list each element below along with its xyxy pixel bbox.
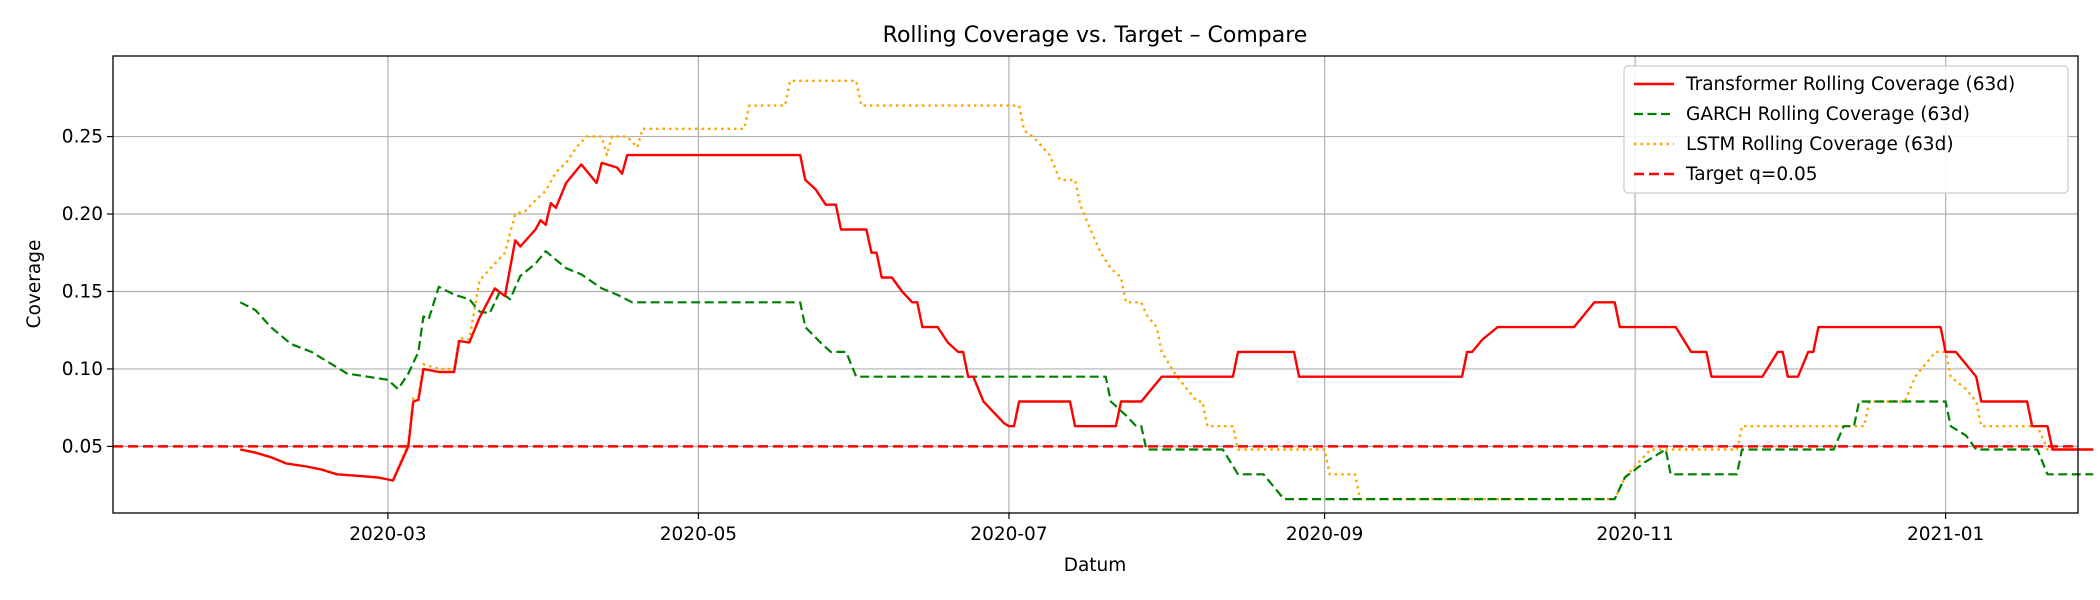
y-tick-label: 0.20 — [62, 204, 103, 225]
x-tick-label: 2020-03 — [349, 524, 426, 545]
series-layer — [113, 79, 2094, 501]
legend-label: Transformer Rolling Coverage (63d) — [1685, 74, 2015, 95]
series-line-1 — [239, 250, 2094, 501]
y-tick-label: 0.15 — [62, 281, 103, 302]
plot-frame — [112, 55, 2079, 514]
series-line-0 — [240, 153, 2094, 482]
legend-label: Target q=0.05 — [1685, 164, 1818, 185]
y-tick-label: 0.05 — [62, 436, 103, 457]
x-tick-label: 2020-07 — [970, 524, 1047, 545]
x-tick-label: 2020-09 — [1286, 524, 1363, 545]
x-tick-label: 2020-11 — [1596, 524, 1673, 545]
legend-label: LSTM Rolling Coverage (63d) — [1686, 134, 1954, 155]
y-tick-label: 0.25 — [62, 127, 103, 148]
series-line-2 — [240, 79, 2094, 501]
y-axis-label: Coverage — [24, 240, 45, 329]
y-ticks: 0.05 0.10 0.15 0.20 0.25 — [62, 127, 113, 457]
x-axis-label: Datum — [1064, 555, 1127, 576]
x-tick-label: 2020-05 — [660, 524, 737, 545]
x-tick-label: 2021-01 — [1907, 524, 1984, 545]
chart-title: Rolling Coverage vs. Target – Compare — [883, 23, 1308, 48]
legend-box — [1623, 65, 2069, 194]
legend-label: GARCH Rolling Coverage (63d) — [1686, 104, 1970, 125]
y-tick-label: 0.10 — [62, 359, 103, 380]
x-ticks: 2020-03 2020-05 2020-07 2020-09 2020-11 2021-… — [349, 513, 1984, 545]
legend: Transformer Rolling Coverage (63d) GARCH … — [1623, 65, 2069, 194]
